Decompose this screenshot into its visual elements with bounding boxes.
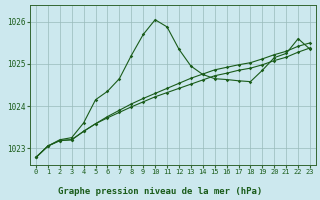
Text: Graphe pression niveau de la mer (hPa): Graphe pression niveau de la mer (hPa): [58, 187, 262, 196]
